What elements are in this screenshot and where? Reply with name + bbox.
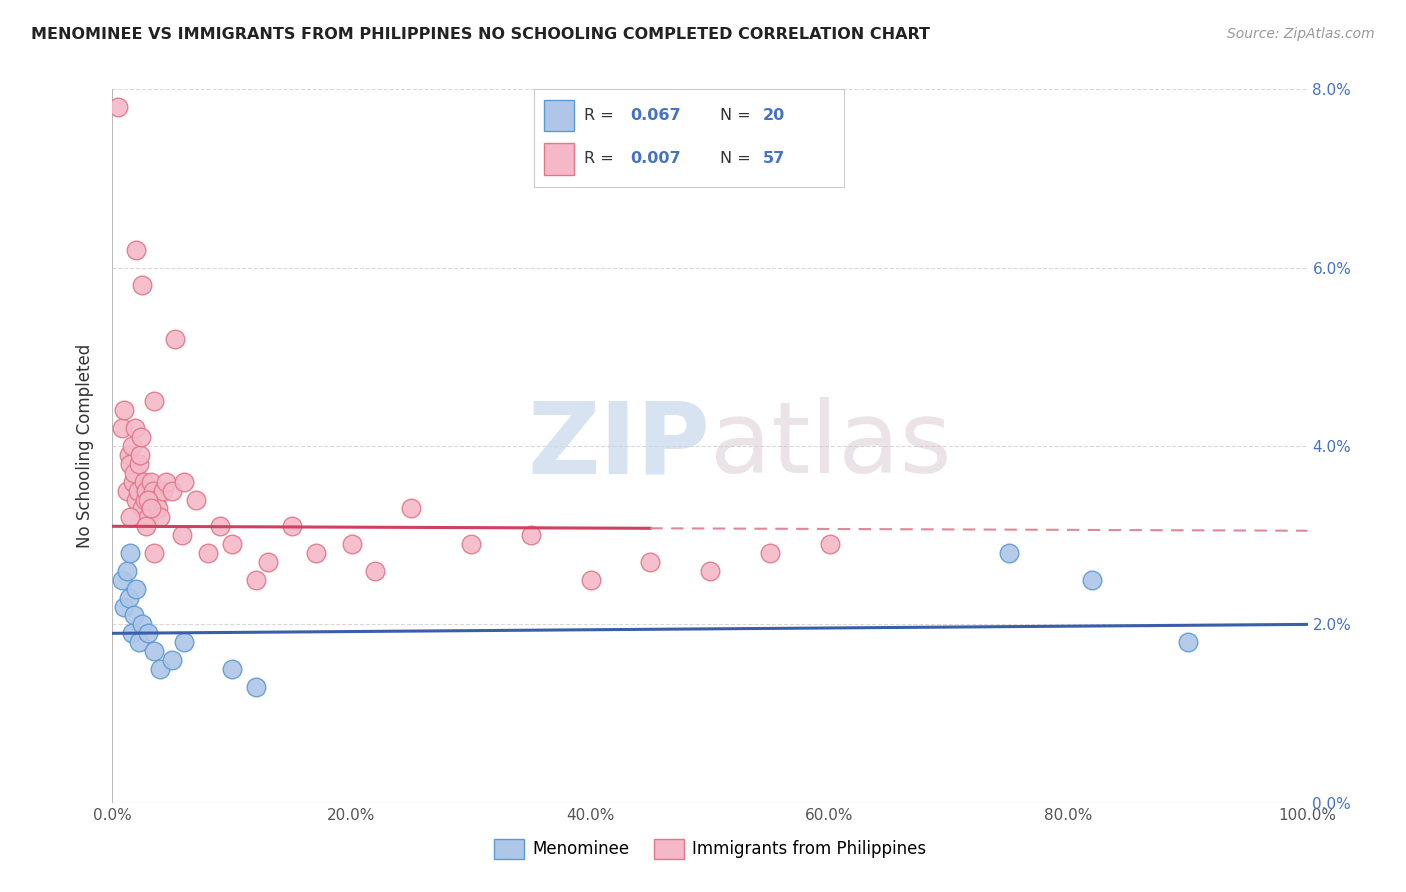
Text: 57: 57 — [763, 152, 786, 167]
Point — [131, 278, 153, 293]
Point — [121, 475, 143, 489]
Text: N =: N = — [720, 152, 756, 167]
Point — [162, 483, 183, 498]
Point — [115, 483, 138, 498]
Point — [245, 680, 267, 694]
Point — [138, 492, 160, 507]
Point — [364, 564, 387, 578]
Point — [257, 555, 280, 569]
Point — [146, 501, 169, 516]
Point — [281, 519, 304, 533]
Point — [152, 483, 174, 498]
Point — [125, 243, 148, 257]
Point — [120, 546, 142, 560]
Point — [142, 483, 165, 498]
Point — [114, 403, 135, 417]
Legend: Menominee, Immigrants from Philippines: Menominee, Immigrants from Philippines — [486, 832, 934, 866]
Point — [197, 546, 219, 560]
Point — [640, 555, 662, 569]
Point — [245, 573, 267, 587]
Point — [401, 501, 423, 516]
Point — [163, 332, 186, 346]
Point — [138, 626, 160, 640]
Text: 20: 20 — [763, 108, 786, 123]
Text: 0.007: 0.007 — [630, 152, 681, 167]
Point — [579, 573, 602, 587]
Point — [118, 448, 141, 462]
Point — [305, 546, 328, 560]
Point — [149, 510, 172, 524]
Point — [125, 582, 148, 596]
Point — [121, 439, 143, 453]
Text: R =: R = — [583, 152, 619, 167]
Point — [121, 626, 143, 640]
Text: Source: ZipAtlas.com: Source: ZipAtlas.com — [1227, 27, 1375, 41]
FancyBboxPatch shape — [544, 100, 575, 131]
Point — [131, 501, 153, 516]
Text: N =: N = — [720, 108, 756, 123]
Text: 0.067: 0.067 — [630, 108, 681, 123]
Text: ZIP: ZIP — [527, 398, 710, 494]
Point — [139, 475, 162, 489]
Point — [173, 635, 195, 649]
Point — [122, 466, 145, 480]
Point — [1081, 573, 1104, 587]
Point — [114, 599, 135, 614]
Point — [1177, 635, 1199, 649]
Point — [221, 662, 243, 676]
Point — [134, 492, 156, 507]
Point — [460, 537, 482, 551]
Point — [115, 564, 138, 578]
Point — [111, 421, 134, 435]
Point — [340, 537, 363, 551]
Point — [170, 528, 193, 542]
Point — [135, 483, 157, 498]
FancyBboxPatch shape — [544, 143, 575, 175]
Point — [139, 501, 162, 516]
Text: MENOMINEE VS IMMIGRANTS FROM PHILIPPINES NO SCHOOLING COMPLETED CORRELATION CHAR: MENOMINEE VS IMMIGRANTS FROM PHILIPPINES… — [31, 27, 929, 42]
Point — [209, 519, 232, 533]
Point — [173, 475, 195, 489]
Point — [118, 591, 141, 605]
Point — [143, 644, 166, 658]
Point — [132, 475, 155, 489]
Point — [120, 510, 142, 524]
Point — [124, 421, 146, 435]
Point — [699, 564, 721, 578]
Point — [186, 492, 208, 507]
Point — [131, 617, 153, 632]
Point — [998, 546, 1021, 560]
Point — [138, 510, 160, 524]
Point — [128, 635, 150, 649]
Point — [135, 519, 157, 533]
Point — [149, 662, 172, 676]
Point — [162, 653, 183, 667]
Point — [129, 448, 152, 462]
Point — [127, 483, 149, 498]
Point — [125, 492, 148, 507]
Point — [145, 492, 167, 507]
Point — [120, 457, 142, 471]
Point — [221, 537, 243, 551]
Point — [143, 394, 166, 409]
Point — [818, 537, 841, 551]
Point — [143, 546, 166, 560]
Point — [520, 528, 543, 542]
Point — [129, 430, 152, 444]
Point — [759, 546, 782, 560]
Text: atlas: atlas — [710, 398, 952, 494]
Point — [107, 100, 129, 114]
Y-axis label: No Schooling Completed: No Schooling Completed — [76, 344, 94, 548]
Point — [128, 457, 150, 471]
Point — [155, 475, 177, 489]
Point — [122, 608, 145, 623]
Text: R =: R = — [583, 108, 619, 123]
Point — [111, 573, 134, 587]
